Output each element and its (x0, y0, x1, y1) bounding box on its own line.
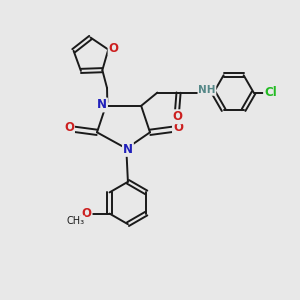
Text: Cl: Cl (264, 86, 277, 99)
Text: N: N (97, 98, 107, 111)
Text: O: O (82, 206, 92, 220)
Text: O: O (172, 110, 182, 123)
Text: O: O (173, 122, 183, 134)
Text: NH: NH (198, 85, 216, 95)
Text: CH₃: CH₃ (67, 216, 85, 226)
Text: N: N (123, 143, 133, 156)
Text: O: O (64, 122, 74, 134)
Text: O: O (109, 42, 118, 55)
